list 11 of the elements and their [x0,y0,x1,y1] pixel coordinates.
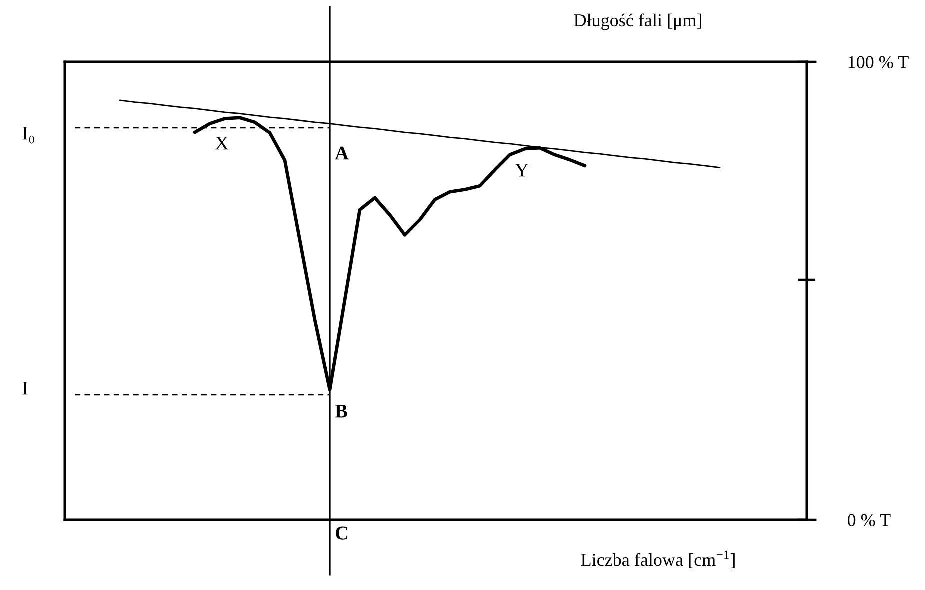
annotation: B [335,404,348,418]
y-tick-label: 100 % T [848,56,909,68]
text: I₀ [22,126,34,144]
annotation: A [335,146,349,160]
x2-axis-title: Długość fali [μm] [574,14,702,30]
x-axis-title: Liczba falowa [cm$^{−1}$] [581,550,735,568]
annotation: Y [515,164,529,177]
y-tick-label: 0 % T [848,514,891,526]
text: C [336,526,348,540]
annotation: X [215,136,229,150]
text: I [22,382,28,395]
